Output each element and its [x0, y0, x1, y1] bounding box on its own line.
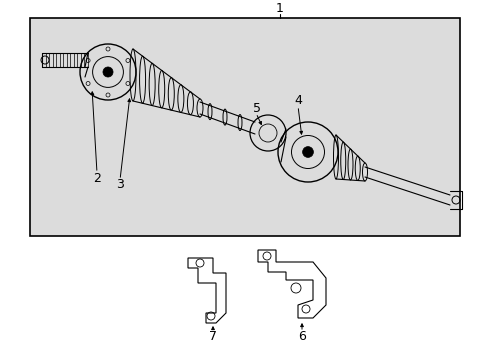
- Text: 7: 7: [208, 330, 217, 343]
- Text: 5: 5: [252, 102, 261, 114]
- Circle shape: [302, 147, 313, 157]
- Text: 6: 6: [298, 330, 305, 343]
- Text: 2: 2: [93, 171, 101, 184]
- Text: 3: 3: [116, 179, 123, 192]
- Text: 1: 1: [276, 3, 284, 15]
- Text: 4: 4: [293, 94, 301, 107]
- Circle shape: [103, 67, 113, 77]
- Bar: [30, 18, 459, 236]
